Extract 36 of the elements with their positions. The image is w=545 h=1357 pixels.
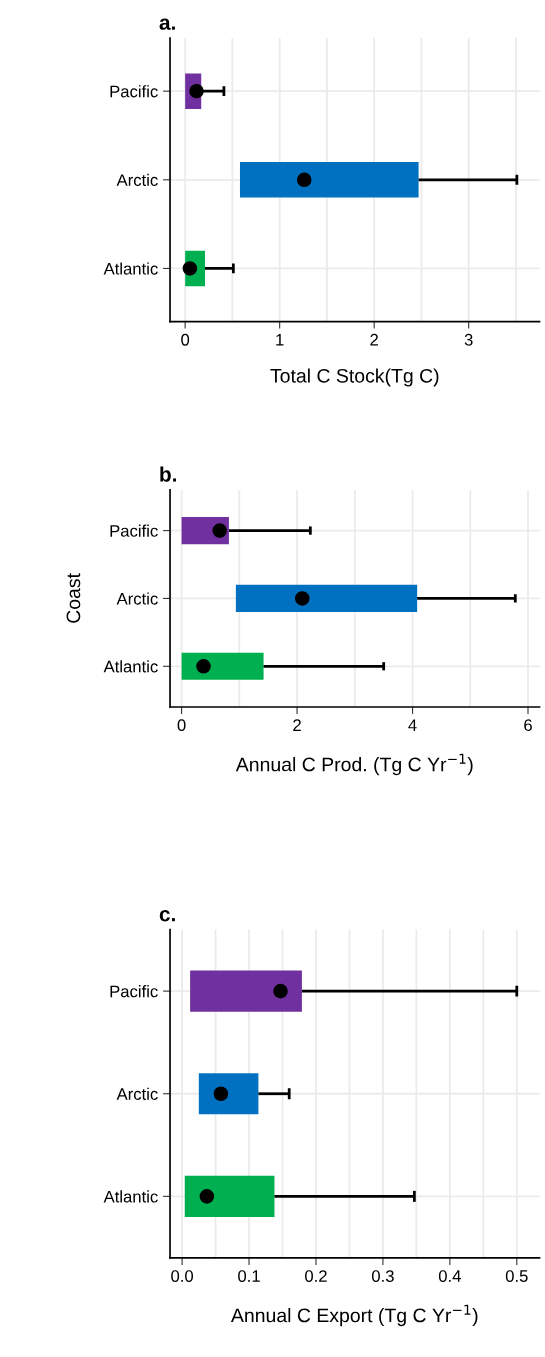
x-tick-label: 0.3	[371, 1270, 394, 1282]
chart-title: c.	[159, 910, 175, 922]
x-tick-label: 0	[177, 719, 186, 732]
x-tick-label: 0.5	[505, 1270, 528, 1282]
chart-title: a.	[159, 18, 175, 30]
bar	[235, 584, 418, 613]
x-tick-label: 6	[524, 719, 532, 732]
x-tick-label: 0.2	[305, 1270, 327, 1282]
y-tick-label: Pacific	[110, 985, 158, 998]
x-tick-label: 2	[293, 719, 301, 731]
x-axis-title: Annual C Prod. (Tg C Yr$^{−1}$)	[235, 753, 473, 776]
chart-title: b.	[160, 466, 177, 482]
y-axis-title: Coast	[66, 573, 81, 623]
bar	[239, 162, 419, 198]
x-tick-label: 3	[464, 333, 473, 346]
bar	[184, 1175, 275, 1217]
bar	[181, 652, 264, 680]
x-tick-label: 0	[181, 333, 190, 346]
y-tick-label: Arctic	[116, 1087, 158, 1100]
y-tick-label: Arctic	[116, 592, 158, 605]
x-tick-label: 2	[370, 333, 378, 346]
y-tick-label: Pacific	[110, 85, 158, 98]
x-tick-label: 0.4	[438, 1270, 461, 1282]
x-tick-label: 0.0	[171, 1270, 194, 1282]
y-tick-label: Atlantic	[103, 262, 158, 275]
y-tick-label: Arctic	[116, 173, 158, 187]
x-tick-label: 4	[408, 719, 417, 731]
x-tick-label: 1	[276, 334, 284, 346]
y-tick-label: Atlantic	[103, 1190, 158, 1203]
bar	[190, 970, 302, 1012]
y-tick-label: Pacific	[110, 524, 158, 537]
y-tick-label: Atlantic	[103, 660, 158, 673]
x-tick-label: 0.1	[238, 1270, 260, 1282]
x-axis-title: Total C Stock(Tg C)	[270, 368, 439, 387]
x-axis-title: Annual C Export (Tg C Yr$^{−1}$)	[230, 1304, 478, 1327]
bar	[198, 1073, 259, 1115]
